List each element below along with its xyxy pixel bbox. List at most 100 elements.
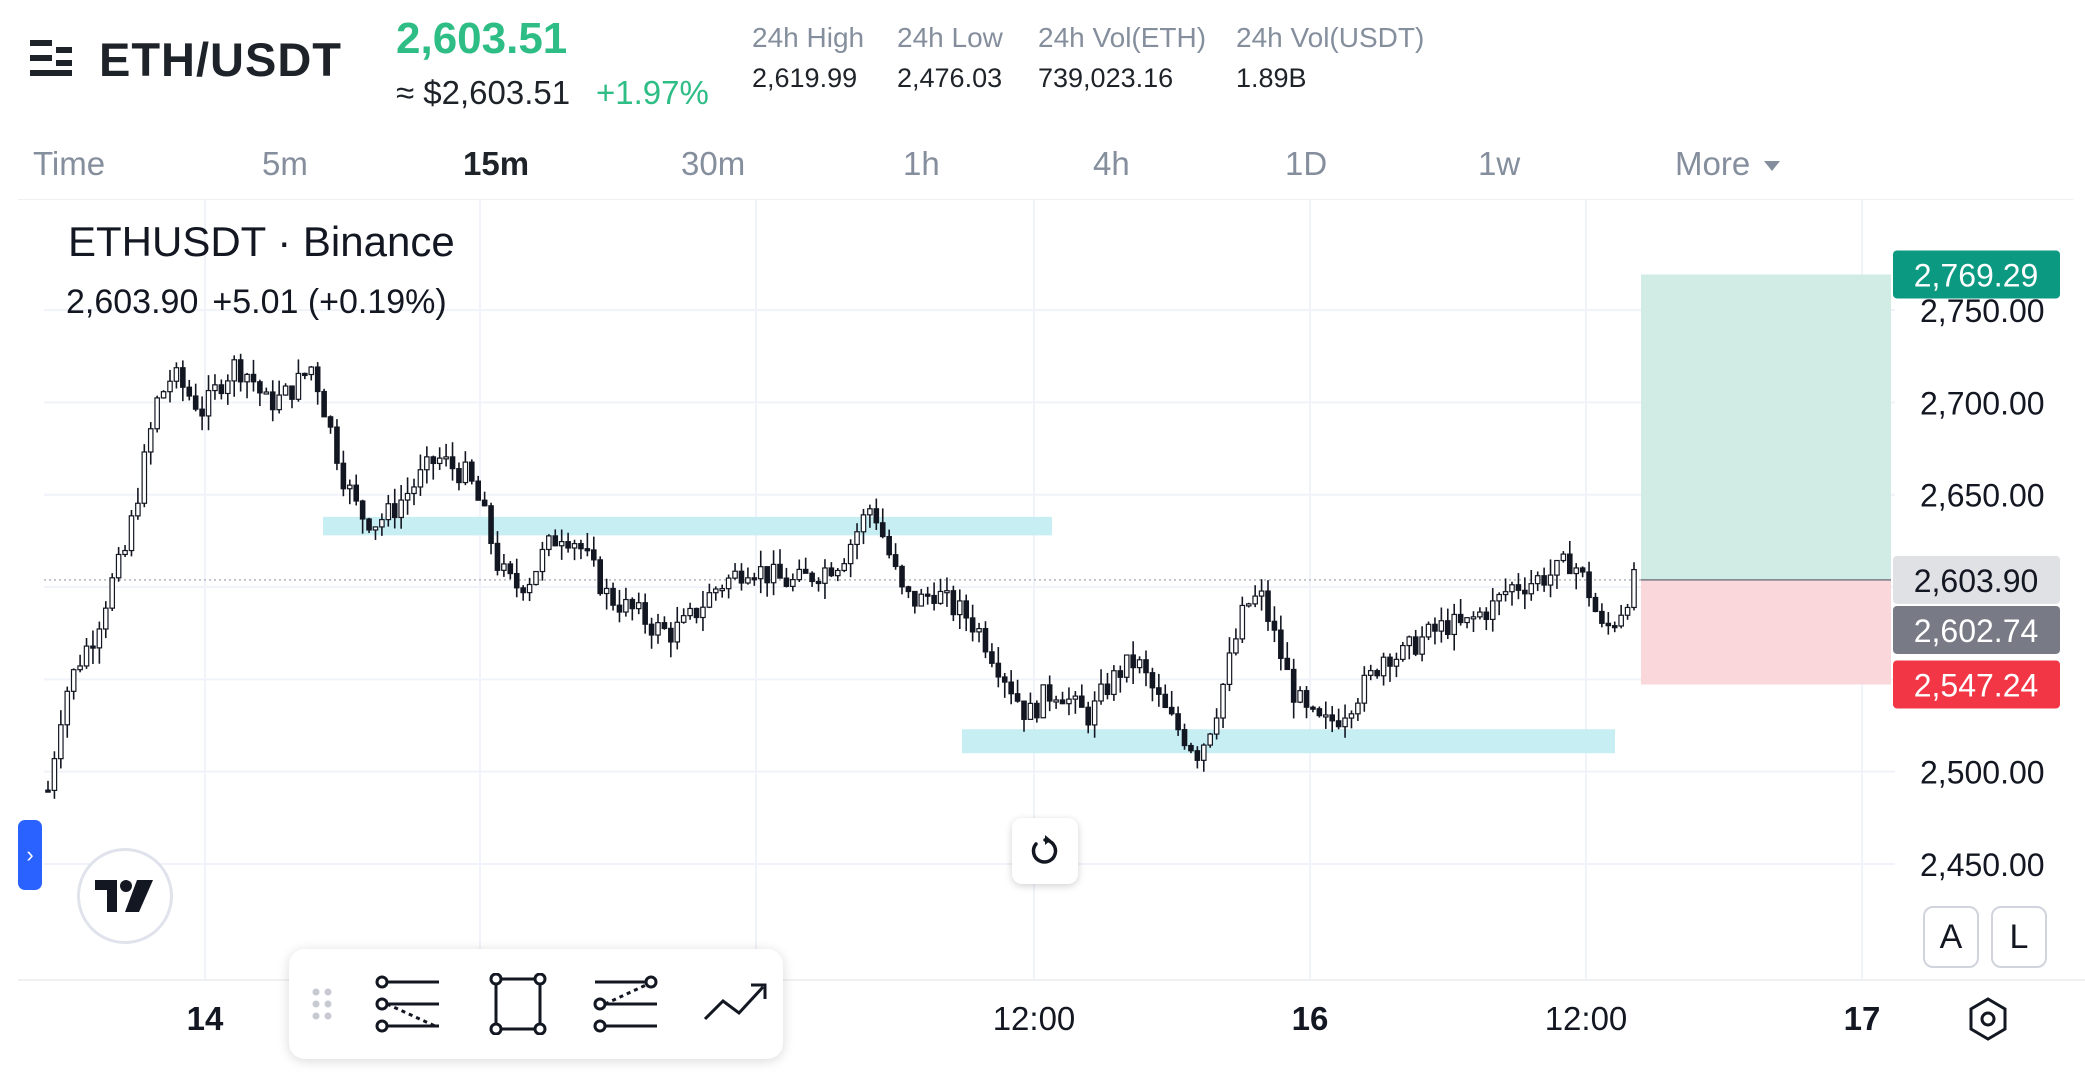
candle <box>45 780 51 793</box>
candle <box>1226 637 1233 692</box>
menu-icon[interactable] <box>28 34 76 82</box>
candle <box>488 502 494 555</box>
candle-body <box>1547 574 1554 586</box>
log-scale-button[interactable]: L <box>1991 906 2047 968</box>
tradingview-logo[interactable] <box>77 848 173 944</box>
candle-body <box>1111 670 1117 696</box>
candle <box>879 508 886 539</box>
timeframe-tab-1h[interactable]: 1h <box>903 145 940 182</box>
candle-body <box>1265 590 1271 622</box>
candle-body <box>809 572 815 583</box>
candle-body <box>1117 670 1124 678</box>
candle <box>346 479 353 505</box>
candle <box>725 574 732 599</box>
candle <box>1387 653 1393 682</box>
candle-body <box>1245 603 1252 607</box>
candle <box>141 444 148 508</box>
candlestick-chart[interactable]: 2,750.00 2,700.00 2,650.00 2,500.00 2,450.00… <box>0 200 2085 1080</box>
candle-body <box>289 385 295 400</box>
candle-body <box>1207 733 1214 746</box>
support-resistance-zone[interactable] <box>962 729 1615 754</box>
candle-body <box>1566 553 1573 575</box>
candle <box>899 564 905 595</box>
candle <box>1117 665 1124 693</box>
candle <box>558 529 565 560</box>
candle <box>257 379 263 407</box>
timeframe-tab-1w[interactable]: 1w <box>1478 145 1521 182</box>
candle <box>359 499 366 534</box>
stat-label: 24h Vol(ETH) <box>1038 22 1207 53</box>
candle <box>456 462 462 491</box>
candle-body <box>623 598 629 613</box>
parallel-channel-tool-icon[interactable] <box>591 973 661 1035</box>
candle <box>122 545 128 558</box>
candle-body <box>1342 717 1348 728</box>
timeframe-more-dropdown[interactable]: More <box>1675 145 1781 183</box>
candle-body <box>1136 659 1143 669</box>
legend-change: +5.01 (+0.19%) <box>212 283 447 321</box>
timeframe-tab-5m[interactable]: 5m <box>262 145 308 182</box>
support-resistance-zone[interactable] <box>323 516 1052 536</box>
timeframe-tab-1d[interactable]: 1D <box>1285 145 1328 182</box>
candle <box>1188 742 1194 754</box>
candle <box>269 380 276 422</box>
auto-scale-button[interactable]: A <box>1923 906 1979 968</box>
candle <box>1528 569 1535 601</box>
candle <box>1477 607 1483 620</box>
timeframe-tab-time[interactable]: Time <box>33 145 106 182</box>
trend-line-tool-icon[interactable] <box>701 973 771 1035</box>
candle-body <box>655 622 661 636</box>
timeframe-tab-30m[interactable]: 30m <box>681 145 746 182</box>
candle <box>1284 642 1291 671</box>
y-axis-tick-label: 2,750.00 <box>1920 293 2045 329</box>
candle <box>1034 700 1040 723</box>
candle-body <box>154 397 160 430</box>
candle <box>1297 686 1303 704</box>
candle <box>963 594 970 632</box>
candle-body <box>1522 589 1528 595</box>
horizontal-lines-tool-icon[interactable] <box>373 973 443 1035</box>
candle-body <box>546 535 552 551</box>
drawing-sidebar-toggle[interactable]: › <box>18 820 42 890</box>
drag-handle-icon[interactable] <box>307 973 337 1035</box>
candle <box>1252 585 1258 608</box>
position-profit-zone[interactable] <box>1641 274 1891 580</box>
candle-body <box>109 577 116 609</box>
candle-body <box>873 508 880 524</box>
candle <box>687 602 693 620</box>
reset-chart-button[interactable] <box>1012 818 1078 884</box>
chart-settings-icon[interactable] <box>1963 994 2013 1044</box>
candle-body <box>96 628 103 649</box>
candle-body <box>135 502 141 517</box>
candle <box>494 531 501 576</box>
candle-body <box>430 456 437 465</box>
candle <box>892 543 899 570</box>
candle <box>1406 635 1413 660</box>
candle <box>642 593 648 634</box>
candle-body <box>1457 613 1464 624</box>
rectangle-tool-icon[interactable] <box>483 973 553 1035</box>
candle <box>379 513 385 536</box>
candle-body <box>963 600 970 619</box>
candle-body <box>899 565 905 588</box>
candle <box>1001 672 1008 698</box>
ticker-header: ETH/USDT 2,603.51 ≈ $2,603.51 +1.97% 24h… <box>0 0 2085 130</box>
candle-body <box>982 628 989 653</box>
candle-body <box>802 568 809 574</box>
stat-label: 24h High <box>752 22 865 53</box>
candle <box>732 563 738 580</box>
candle-body <box>1123 654 1130 678</box>
candle-body <box>1021 700 1027 720</box>
candle <box>77 654 83 673</box>
candle-body <box>51 758 58 791</box>
candle <box>443 443 449 467</box>
x-axis-tick-label: 14 <box>187 1000 224 1037</box>
candle <box>231 355 238 397</box>
position-loss-zone[interactable] <box>1641 579 1891 685</box>
candle-body <box>751 577 758 581</box>
timeframe-tab-15m[interactable]: 15m <box>463 145 530 182</box>
candle-body <box>192 395 199 410</box>
timeframe-tab-4h[interactable]: 4h <box>1093 145 1130 182</box>
symbol-name[interactable]: ETH/USDT <box>99 33 342 86</box>
crosshair-price-tag: 2,602.74 <box>1914 613 2039 649</box>
